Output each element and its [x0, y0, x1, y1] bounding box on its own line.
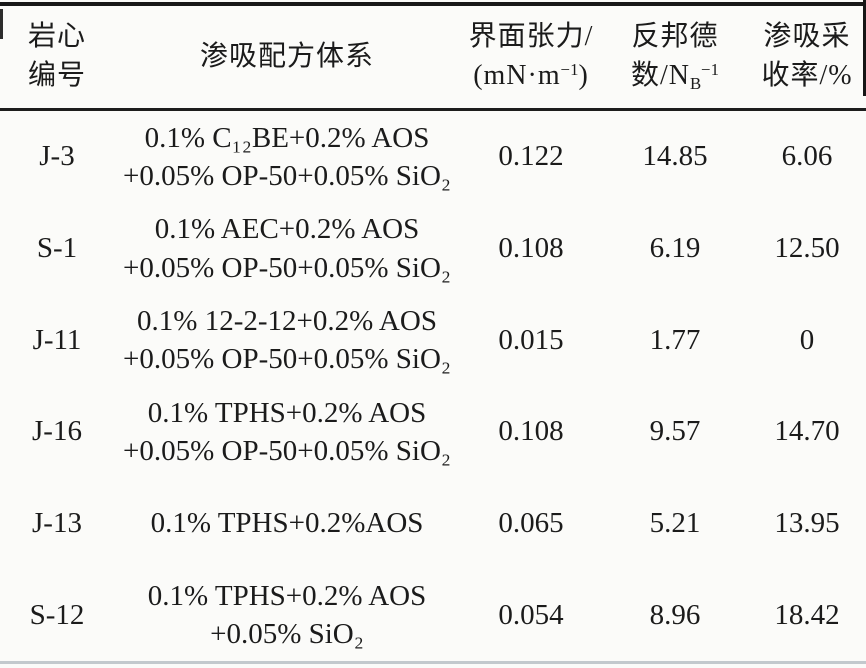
- table-row: J-11 0.1% 12-2-12+0.2% AOS +0.05% OP-50+…: [0, 294, 866, 386]
- core-id-cell: J-11: [32, 323, 82, 356]
- bond-value: 6.19: [649, 232, 701, 264]
- table-row: J-13 0.1% TPHS+0.2%AOS 0.065 5.21 13.95: [0, 478, 866, 570]
- bond-value: 14.85: [642, 140, 708, 173]
- ift-unit-close-paren: ): [578, 60, 589, 91]
- header-core-id-line1: 岩心: [27, 21, 86, 53]
- recovery-value: 0: [799, 323, 815, 356]
- formula-line: 0.1% TPHS+0.2% AOS: [147, 396, 427, 429]
- formula-cell: 0.1% TPHS+0.2% AOS +0.05% OP-50+0.05% Si…: [114, 386, 460, 478]
- ift-value: 0.065: [498, 507, 564, 540]
- bond-value: 5.21: [649, 507, 701, 540]
- recovery-value: 18.42: [774, 598, 840, 631]
- formula-line: 0.1% TPHS+0.2% AOS: [147, 579, 427, 612]
- recovery-value: 13.95: [774, 507, 840, 540]
- core-id-cell: J-16: [32, 415, 82, 448]
- table-top-rule: [0, 2, 866, 6]
- table-body: J-3 0.1% C₁₂BE+0.2% AOS +0.05% OP-50+0.0…: [0, 111, 866, 661]
- formula-cell: 0.1% AEC+0.2% AOS +0.05% OP-50+0.05% SiO…: [114, 203, 460, 295]
- core-id-cell: J-13: [32, 507, 82, 540]
- core-id-cell: J-3: [39, 140, 75, 173]
- bond-value: 9.57: [649, 415, 701, 448]
- bond-value: 8.96: [649, 598, 701, 631]
- table-row: J-3 0.1% C₁₂BE+0.2% AOS +0.05% OP-50+0.0…: [0, 111, 866, 203]
- formula-line: 0.1% 12-2-12+0.2% AOS: [137, 304, 437, 337]
- recovery-value: 14.70: [774, 415, 840, 448]
- table-row: S-12 0.1% TPHS+0.2% AOS +0.05% SiO₂ 0.05…: [0, 569, 866, 661]
- ift-value: 0.015: [498, 323, 564, 356]
- formula-line: +0.05% OP-50+0.05% SiO₂: [123, 434, 451, 467]
- bond-symbol-base: 数/N: [630, 60, 690, 91]
- formula-line: 0.1% C₁₂BE+0.2% AOS: [144, 121, 430, 154]
- core-id-cell: S-1: [36, 232, 78, 264]
- formula-cell: 0.1% C₁₂BE+0.2% AOS +0.05% OP-50+0.05% S…: [114, 111, 460, 203]
- formula-line: 0.1% AEC+0.2% AOS: [154, 213, 420, 246]
- header-recovery-line1: 渗吸采: [763, 21, 851, 53]
- table-header-row: 岩心 编号 渗吸配方体系 界面张力/ (mN·m−1) 反邦德 数/NB−1 渗…: [0, 6, 866, 108]
- header-core-id: 岩心 编号: [0, 6, 114, 108]
- header-recovery: 渗吸采 收率/%: [748, 6, 866, 108]
- header-core-id-line2: 编号: [27, 60, 86, 91]
- table-row: S-1 0.1% AEC+0.2% AOS +0.05% OP-50+0.05%…: [0, 203, 866, 295]
- bond-symbol-superscript: −1: [701, 59, 720, 79]
- bond-value: 1.77: [649, 323, 701, 356]
- formula-line: 0.1% TPHS+0.2%AOS: [150, 507, 424, 540]
- formula-line: +0.05% OP-50+0.05% SiO₂: [123, 159, 451, 192]
- header-separator-rule: [0, 108, 866, 111]
- header-ift-line2: (mN·m−1): [473, 57, 589, 96]
- header-interfacial-tension: 界面张力/ (mN·m−1): [460, 6, 602, 108]
- recovery-value: 12.50: [774, 232, 840, 264]
- core-id-cell: S-12: [29, 598, 85, 631]
- scan-artifact-right-edge: [863, 0, 866, 96]
- header-formula-system: 渗吸配方体系: [114, 6, 460, 108]
- bond-symbol-subscript: B: [689, 74, 702, 94]
- ift-value: 0.122: [498, 140, 564, 173]
- formula-cell: 0.1% 12-2-12+0.2% AOS +0.05% OP-50+0.05%…: [114, 294, 460, 386]
- header-formula-system-label: 渗吸配方体系: [199, 40, 374, 72]
- table-bottom-rule: [0, 661, 866, 664]
- header-ift-line1: 界面张力/: [468, 21, 594, 53]
- scan-artifact-left-edge: [0, 9, 3, 39]
- formula-cell: 0.1% TPHS+0.2% AOS +0.05% SiO₂: [114, 569, 460, 661]
- header-bond-line1: 反邦德: [631, 21, 719, 53]
- formula-line: +0.05% SiO₂: [210, 618, 364, 651]
- header-inverse-bond-number: 反邦德 数/NB−1: [602, 6, 748, 108]
- header-bond-line2: 数/NB−1: [631, 57, 719, 96]
- table-row: J-16 0.1% TPHS+0.2% AOS +0.05% OP-50+0.0…: [0, 386, 866, 478]
- ift-unit-superscript: −1: [560, 59, 579, 79]
- recovery-value: 6.06: [781, 140, 833, 173]
- ift-value: 0.054: [498, 598, 564, 631]
- header-recovery-line2: 收率/%: [761, 60, 853, 91]
- formula-cell: 0.1% TPHS+0.2%AOS: [114, 478, 460, 570]
- formula-line: +0.05% OP-50+0.05% SiO₂: [123, 343, 451, 376]
- ift-value: 0.108: [498, 232, 564, 264]
- formula-line: +0.05% OP-50+0.05% SiO₂: [123, 251, 451, 284]
- ift-unit-base: (mN·m: [473, 60, 561, 91]
- ift-value: 0.108: [498, 415, 564, 448]
